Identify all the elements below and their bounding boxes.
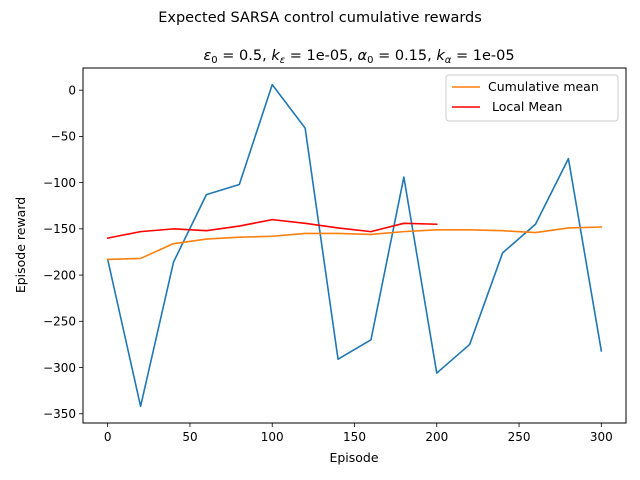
y-tick-label: −200	[43, 268, 76, 282]
y-tick-label: −250	[43, 315, 76, 329]
chart-title: Expected SARSA control cumulative reward…	[158, 10, 482, 26]
y-axis-ticks: 0 −50 −100 −150 −200 −250 −300 −350	[43, 83, 83, 421]
legend: Cumulative mean Local Mean	[445, 74, 619, 122]
y-tick-label: −300	[43, 361, 76, 375]
y-tick-label: 0	[68, 83, 76, 97]
legend-label-cumulative-mean: Cumulative mean	[488, 79, 599, 94]
chart-subtitle: ε0 = 0.5, kε = 1e-05, α0 = 0.15, kα = 1e…	[203, 48, 514, 66]
y-tick-label: −50	[51, 130, 76, 144]
legend-label-local-mean: Local Mean	[488, 99, 562, 114]
y-tick-label: −350	[43, 407, 76, 421]
subtitle-alpha-value: = 0.15,	[373, 48, 436, 64]
legend-box	[445, 74, 619, 122]
x-tick-label: 250	[508, 430, 531, 444]
subtitle-epsilon-value: = 0.5,	[218, 48, 272, 64]
subtitle-k-alpha-value: = 1e-05	[451, 48, 514, 64]
x-tick-label: 300	[590, 430, 613, 444]
x-axis-ticks: 0 50 100 150 200 250 300	[104, 423, 613, 444]
subtitle-epsilon-subscript: 0	[211, 55, 217, 66]
y-axis-label: Episode reward	[13, 197, 28, 293]
subtitle-k-alpha-subscript: α	[445, 55, 452, 66]
subtitle-alpha-subscript: 0	[367, 55, 373, 66]
subtitle-epsilon-symbol: ε	[203, 48, 211, 64]
series-line-2	[106, 218, 438, 240]
subtitle-k-epsilon-subscript: ε	[280, 55, 286, 66]
subtitle-alpha-symbol: α	[358, 48, 368, 64]
x-tick-label: 0	[104, 430, 112, 444]
x-axis-label: Episode	[329, 450, 378, 465]
y-tick-label: −150	[43, 222, 76, 236]
series-line-1	[106, 226, 603, 261]
x-tick-label: 50	[182, 430, 197, 444]
x-tick-label: 200	[425, 430, 448, 444]
subtitle-k-epsilon-symbol: k	[271, 48, 280, 64]
x-tick-label: 100	[261, 430, 284, 444]
x-tick-label: 150	[343, 430, 366, 444]
plot-series	[106, 83, 603, 408]
series-line-0	[106, 83, 603, 408]
subtitle-k-epsilon-value: = 1e-05,	[285, 48, 357, 64]
subtitle-k-alpha-symbol: k	[436, 48, 445, 64]
plot-frame	[82, 67, 627, 424]
y-tick-label: −100	[43, 176, 76, 190]
